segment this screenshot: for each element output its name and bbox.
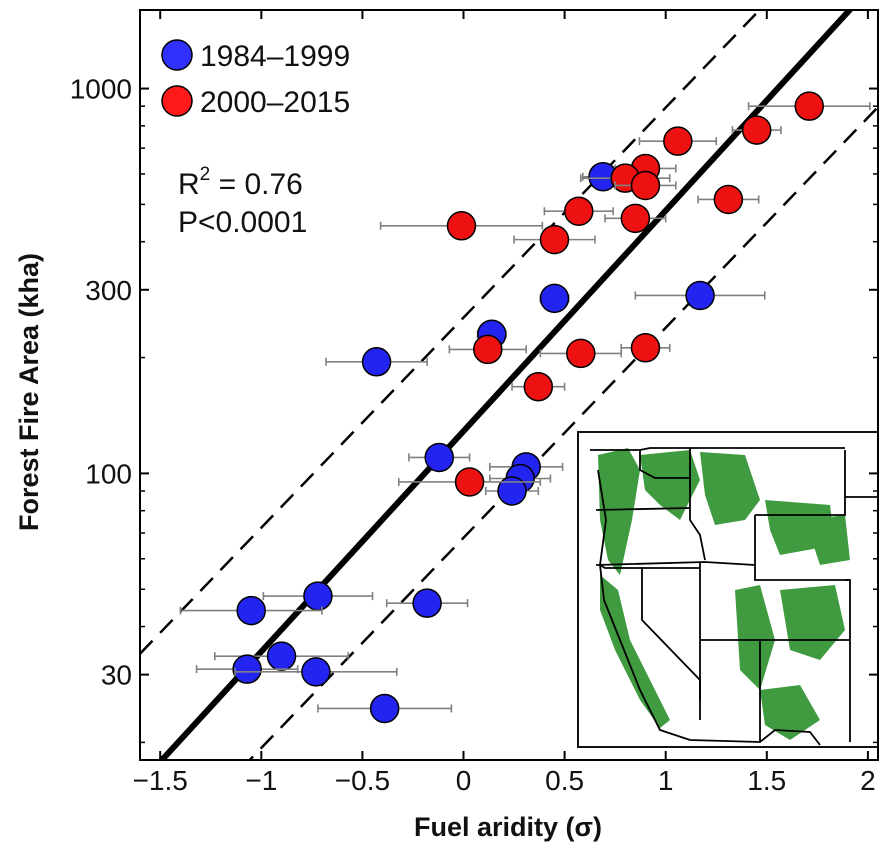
map-state-borders	[590, 447, 878, 746]
data-point-2000-2015	[473, 334, 503, 365]
data-point-1984-1999	[266, 641, 297, 671]
fit-line-regression	[157, 10, 854, 760]
x-tick-label: 1	[658, 765, 674, 796]
data-point-2000-2015	[620, 203, 651, 234]
data-points	[179, 91, 871, 724]
data-point-2000-2015	[630, 333, 661, 363]
x-tick-label: 0	[456, 765, 472, 796]
legend: 1984–1999 2000–2015	[161, 39, 350, 119]
data-point-1984-1999	[369, 693, 400, 724]
y-tick-label: 1000	[70, 74, 132, 105]
y-tick-label: 30	[101, 660, 132, 691]
map-forest-fill	[598, 448, 850, 740]
x-tick-label: 2	[860, 765, 876, 796]
y-axis-title: Forest Fire Area (kha)	[14, 253, 44, 531]
data-point-2000-2015	[523, 371, 554, 402]
r-squared-text: R2 = 0.76	[178, 164, 303, 201]
p-value-text: P<0.0001	[178, 206, 307, 239]
data-point-2000-2015	[446, 211, 477, 241]
data-point-2000-2015	[713, 184, 744, 215]
y-tick-label: 100	[85, 458, 132, 489]
x-tick-label: −0.5	[335, 765, 390, 796]
data-point-1984-1999	[303, 581, 333, 611]
inset-map	[577, 431, 879, 748]
legend-label-2000-2015: 2000–2015	[200, 86, 350, 119]
plot-frame	[139, 9, 879, 761]
x-axis-title: Fuel aridity (σ)	[414, 812, 602, 842]
data-point-2000-2015	[566, 338, 596, 369]
legend-label-1984-1999: 1984–1999	[200, 40, 350, 73]
data-point-1984-1999	[236, 595, 266, 626]
x-tick-label: −1	[245, 765, 277, 796]
data-point-1984-1999	[361, 347, 392, 377]
data-point-2000-2015	[741, 115, 772, 145]
x-tick-label: 0.5	[545, 765, 584, 796]
stats-annotation: R2 = 0.76 P<0.0001	[178, 164, 307, 239]
data-point-1984-1999	[412, 588, 442, 618]
data-point-2000-2015	[564, 196, 594, 226]
y-tick-label: 300	[85, 275, 132, 306]
data-point-1984-1999	[424, 442, 454, 473]
x-tick-label: 1.5	[747, 765, 786, 796]
legend-marker-2000-2015	[161, 85, 193, 117]
data-point-1984-1999	[685, 280, 715, 311]
legend-marker-1984-1999	[161, 39, 193, 71]
data-point-2000-2015	[454, 467, 485, 497]
x-tick-label: −1.5	[133, 765, 188, 796]
data-point-1984-1999	[497, 476, 527, 506]
data-point-2000-2015	[794, 91, 825, 121]
fit-line-upper-bound	[140, 10, 762, 655]
data-point-2000-2015	[630, 170, 661, 201]
data-point-1984-1999	[301, 657, 331, 687]
data-point-1984-1999	[539, 283, 570, 314]
data-point-2000-2015	[539, 224, 570, 255]
axes: −1.5 −1 −0.5 0 0.5 1 1.5 2 30 100 300 1000	[70, 9, 879, 796]
data-point-2000-2015	[663, 126, 693, 156]
data-point-1984-1999	[232, 654, 262, 684]
